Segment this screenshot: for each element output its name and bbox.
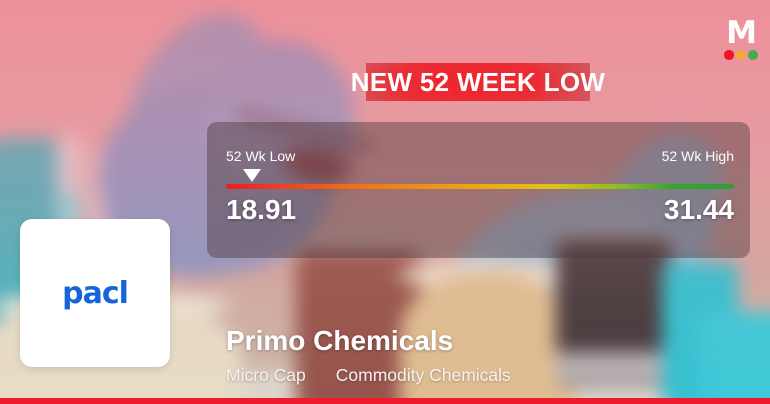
fifty-two-week-range-card: 52 Wk Low 52 Wk High 18.91 31.44 <box>207 122 750 258</box>
company-name: Primo Chemicals <box>226 325 454 356</box>
bg-soybeans-cup <box>400 272 575 404</box>
high-label: 52 Wk High <box>661 148 734 164</box>
brand-dot-green-icon <box>748 50 758 60</box>
brand-dot-amber-icon <box>736 50 746 60</box>
headline-banner: NEW 52 WEEK LOW <box>351 63 605 101</box>
high-value: 31.44 <box>663 194 734 225</box>
bottom-accent-strip <box>0 398 770 404</box>
brand-dots <box>721 50 761 60</box>
market-cap-label: Micro Cap <box>226 365 306 385</box>
bg-dark-beans-cup-base <box>556 352 671 382</box>
brand-dot-red-icon <box>724 50 734 60</box>
company-logo-card: pacl <box>20 219 170 367</box>
range-values-row: 18.91 31.44 <box>226 194 734 226</box>
range-labels-row: 52 Wk Low 52 Wk High <box>226 148 734 164</box>
low-marker-triangle-icon <box>243 169 261 182</box>
headline-text: NEW 52 WEEK LOW <box>350 66 606 97</box>
industry-label: Commodity Chemicals <box>335 365 511 385</box>
brand-logo: M <box>721 15 761 60</box>
company-meta-row: Micro Cap Commodity Chemicals <box>226 365 511 386</box>
low-label: 52 Wk Low <box>226 148 296 164</box>
brand-m-letter: M <box>726 15 757 51</box>
bg-teal-container-right <box>700 312 770 404</box>
low-value: 18.91 <box>226 194 297 225</box>
company-logo-text: pacl <box>62 275 129 311</box>
range-gradient-bar <box>226 184 734 189</box>
